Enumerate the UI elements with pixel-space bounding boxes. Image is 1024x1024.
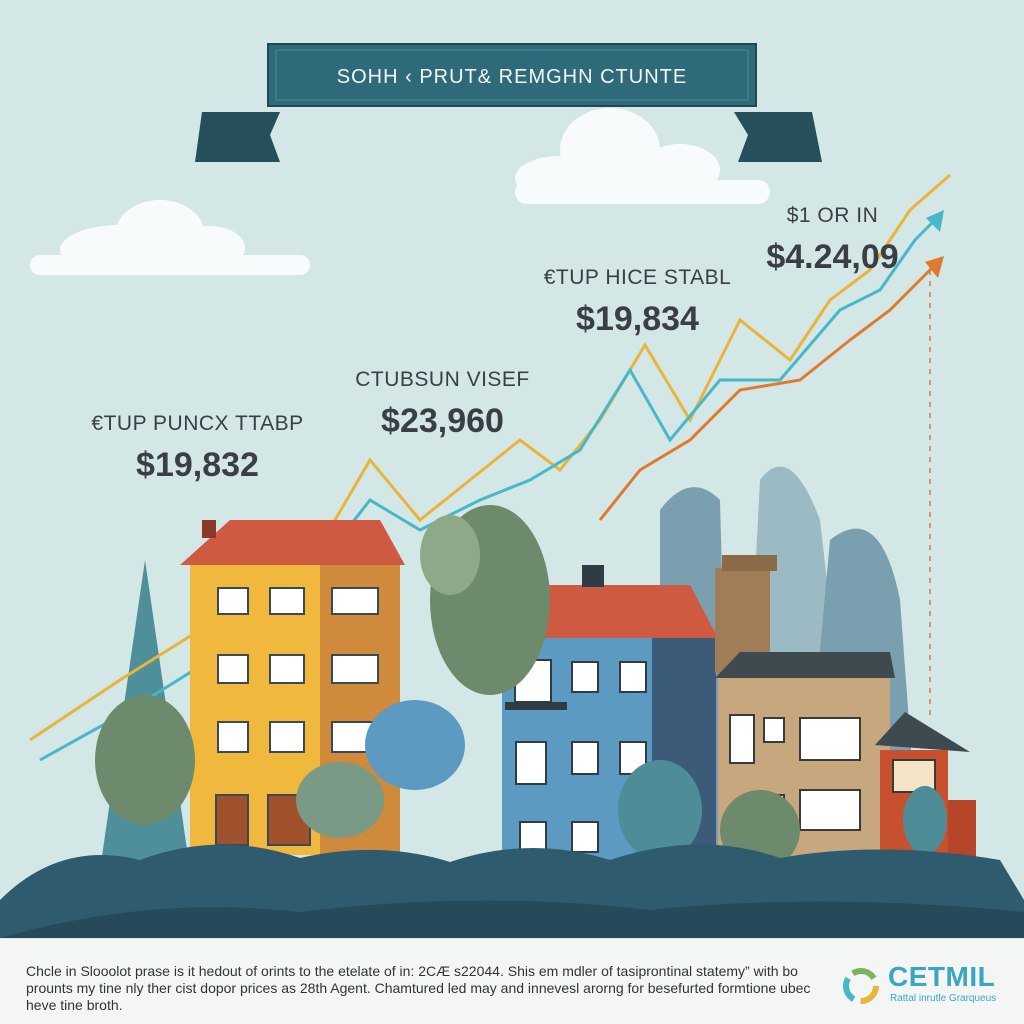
annotation-4: $1 OR IN $4.24,09 — [760, 204, 905, 277]
annotation-4-value: $4.24,09 — [766, 238, 899, 276]
ground-foreground — [0, 900, 1024, 938]
cloud-right — [515, 108, 770, 204]
annotation-2-value: $23,960 — [381, 402, 504, 440]
annotation-1-caption: €TUP PUNCX TTABP — [91, 412, 304, 435]
banner-title: SOHH ‹ PRUT& REMGHN CTUNTE — [337, 66, 687, 88]
logo-subtext: Rattal inrutle Grarqueus — [890, 993, 997, 1004]
annotation-3-value: $19,834 — [576, 300, 699, 338]
footer: Chcle in Slooolot prase is it hedout of … — [0, 938, 1024, 1024]
logo-icon — [843, 968, 879, 1004]
annotation-1: €TUP PUNCX TTABP $19,832 — [80, 412, 315, 485]
building-middle — [498, 565, 718, 868]
annotation-3-caption: €TUP HICE STABL — [543, 266, 732, 289]
annotation-1-value: $19,832 — [136, 446, 259, 484]
annotation-3: €TUP HICE STABL $19,834 — [525, 266, 750, 339]
trend-arrow-orange — [925, 256, 944, 278]
title-banner: SOHH ‹ PRUT& REMGHN CTUNTE — [195, 43, 822, 162]
trend-line-orange — [598, 263, 937, 521]
logo-text: CETMIL — [888, 961, 996, 992]
annotation-4-caption: $1 OR IN — [786, 204, 879, 227]
annotation-2: CTUBSUN VISEF $23,960 — [335, 368, 550, 441]
cloud-left — [30, 200, 310, 275]
annotation-2-caption: CTUBSUN VISEF — [355, 368, 530, 391]
trend-arrow-teal — [926, 210, 944, 232]
housing-market-scene: SOHH ‹ PRUT& REMGHN CTUNTE — [0, 43, 1024, 938]
footer-caption: Chcle in Slooolot prase is it hedout of … — [26, 963, 811, 1013]
logo: CETMIL Rattal inrutle Grarqueus — [840, 961, 1010, 1011]
